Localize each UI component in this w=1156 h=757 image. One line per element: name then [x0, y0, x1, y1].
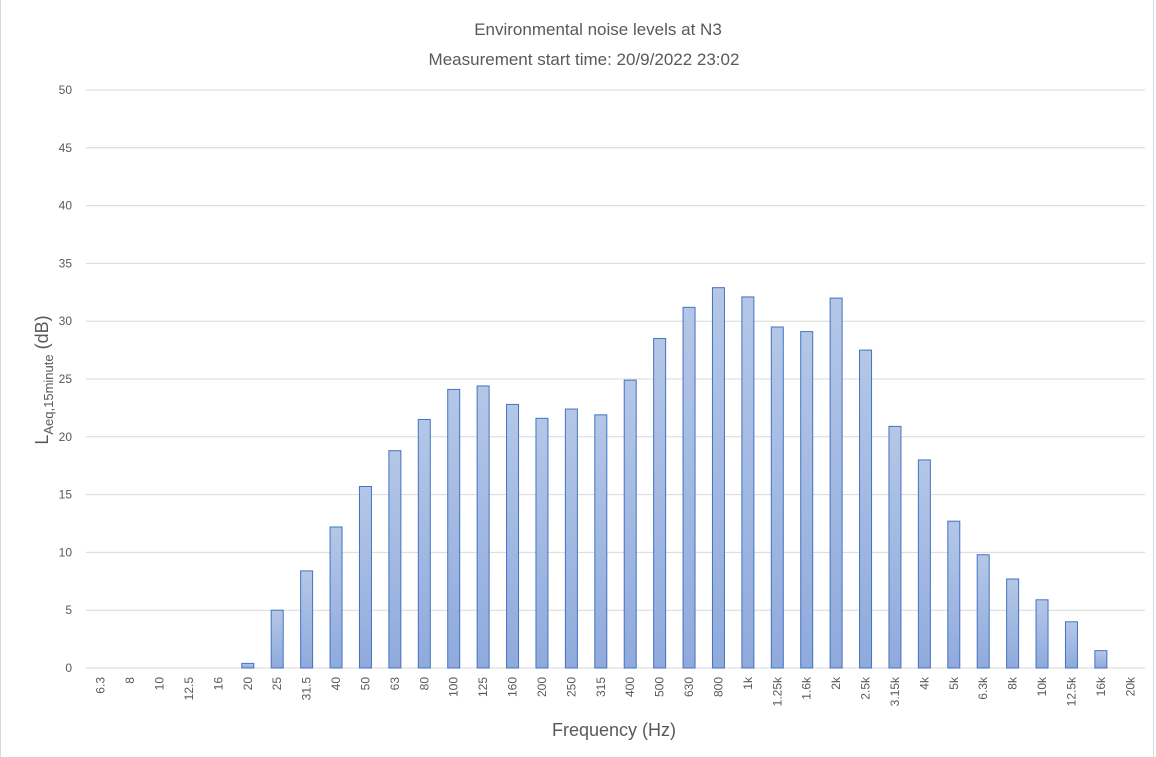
bar-40: [329, 526, 343, 669]
x-axis-title: Frequency (Hz): [552, 720, 676, 740]
x-tick-label: 25: [270, 677, 284, 691]
x-tick-label: 80: [417, 677, 431, 691]
y-tick-label: 5: [65, 603, 72, 617]
y-tick-label: 40: [59, 199, 73, 213]
x-tick-label: 8k: [1006, 676, 1020, 690]
bar-160: [506, 403, 520, 669]
x-tick-label: 10: [153, 677, 167, 691]
bar-5k: [947, 520, 961, 669]
bar-12.5k: [1064, 621, 1078, 669]
y-tick-label: 0: [65, 661, 72, 675]
x-tick-label: 630: [682, 677, 696, 697]
y-tick-label: 35: [59, 256, 73, 270]
x-tick-label: 1k: [741, 676, 755, 690]
bar-1k: [741, 296, 755, 669]
bar-1.6k: [800, 331, 814, 669]
x-tick-label: 50: [358, 677, 372, 691]
x-tick-label: 2.5k: [859, 676, 873, 700]
bar-8k: [1006, 578, 1020, 669]
bar-63: [388, 450, 402, 669]
bar-2k: [829, 297, 843, 669]
bar-2.5k: [859, 349, 873, 669]
x-tick-label: 6.3k: [976, 676, 990, 700]
x-tick-label: 16k: [1094, 676, 1108, 696]
y-tick-label: 45: [59, 141, 73, 155]
x-tick-label: 4k: [917, 676, 931, 690]
x-tick-label: 250: [564, 677, 578, 697]
bars: [241, 287, 1108, 669]
x-tick-label: 3.15k: [888, 676, 902, 706]
x-tick-label: 2k: [829, 676, 843, 690]
bar-10k: [1035, 599, 1049, 669]
x-tick-label: 315: [594, 677, 608, 697]
x-tick-label: 20k: [1123, 676, 1137, 696]
x-tick-label: 12.5k: [1064, 676, 1078, 706]
y-axis-title-subscript: Aeq,15minute: [41, 354, 56, 434]
y-axis-title: LAeq,15minute (dB): [32, 315, 56, 444]
bar-1.25k: [770, 326, 784, 669]
chart-title: Environmental noise levels at N3: [474, 20, 722, 39]
bar-20: [241, 662, 255, 669]
y-tick-label: 15: [59, 488, 73, 502]
right-border: [1153, 0, 1154, 757]
gridlines: [86, 89, 1145, 669]
y-tick-label: 20: [59, 430, 73, 444]
x-axis-ticks: 6.3 8 10 12.5 16 20 25 31.5 40 50 63 80 100 125 160 200…: [94, 676, 1138, 706]
x-tick-label: 500: [653, 677, 667, 697]
bar-16k: [1094, 650, 1108, 669]
x-tick-label: 1.6k: [800, 676, 814, 700]
bar-4k: [917, 459, 931, 669]
y-tick-label: 25: [59, 372, 73, 386]
y-axis-title-unit: (dB): [32, 315, 52, 354]
bar-315: [594, 414, 608, 669]
x-tick-label: 125: [476, 677, 490, 697]
x-tick-label: 40: [329, 677, 343, 691]
x-tick-label: 100: [447, 677, 461, 697]
x-tick-label: 800: [711, 677, 725, 697]
bar-800: [711, 287, 725, 669]
x-tick-label: 31.5: [300, 677, 314, 701]
bar-6.3k: [976, 554, 990, 669]
bar-3.15k: [888, 425, 902, 669]
bar-50: [358, 486, 372, 669]
x-tick-label: 5k: [947, 676, 961, 690]
bar-100: [447, 388, 461, 669]
bar-80: [417, 418, 431, 669]
x-tick-label: 6.3: [94, 677, 108, 694]
bar-630: [682, 306, 696, 669]
x-tick-label: 200: [535, 677, 549, 697]
y-axis-ticks: 0 5 10 15 20 25 30 35 40 45 50: [59, 83, 73, 675]
x-tick-label: 10k: [1035, 676, 1049, 696]
bar-31.5: [300, 570, 314, 669]
bar-400: [623, 379, 637, 669]
x-tick-label: 8: [123, 677, 137, 684]
x-tick-label: 12.5: [182, 677, 196, 701]
y-tick-label: 30: [59, 314, 73, 328]
bar-25: [270, 609, 284, 669]
chart-subtitle: Measurement start time: 20/9/2022 23:02: [429, 50, 740, 69]
x-tick-label: 160: [506, 677, 520, 697]
x-tick-label: 20: [241, 677, 255, 691]
bar-125: [476, 385, 490, 669]
bar-500: [653, 338, 667, 669]
x-tick-label: 63: [388, 677, 402, 691]
x-tick-label: 16: [211, 677, 225, 691]
y-tick-label: 10: [59, 545, 73, 559]
bar-250: [564, 408, 578, 669]
bar-200: [535, 417, 549, 669]
y-tick-label: 50: [59, 83, 73, 97]
x-tick-label: 400: [623, 677, 637, 697]
y-axis-title-main: L: [32, 435, 52, 445]
x-tick-label: 1.25k: [770, 676, 784, 706]
left-border: [0, 0, 1, 757]
